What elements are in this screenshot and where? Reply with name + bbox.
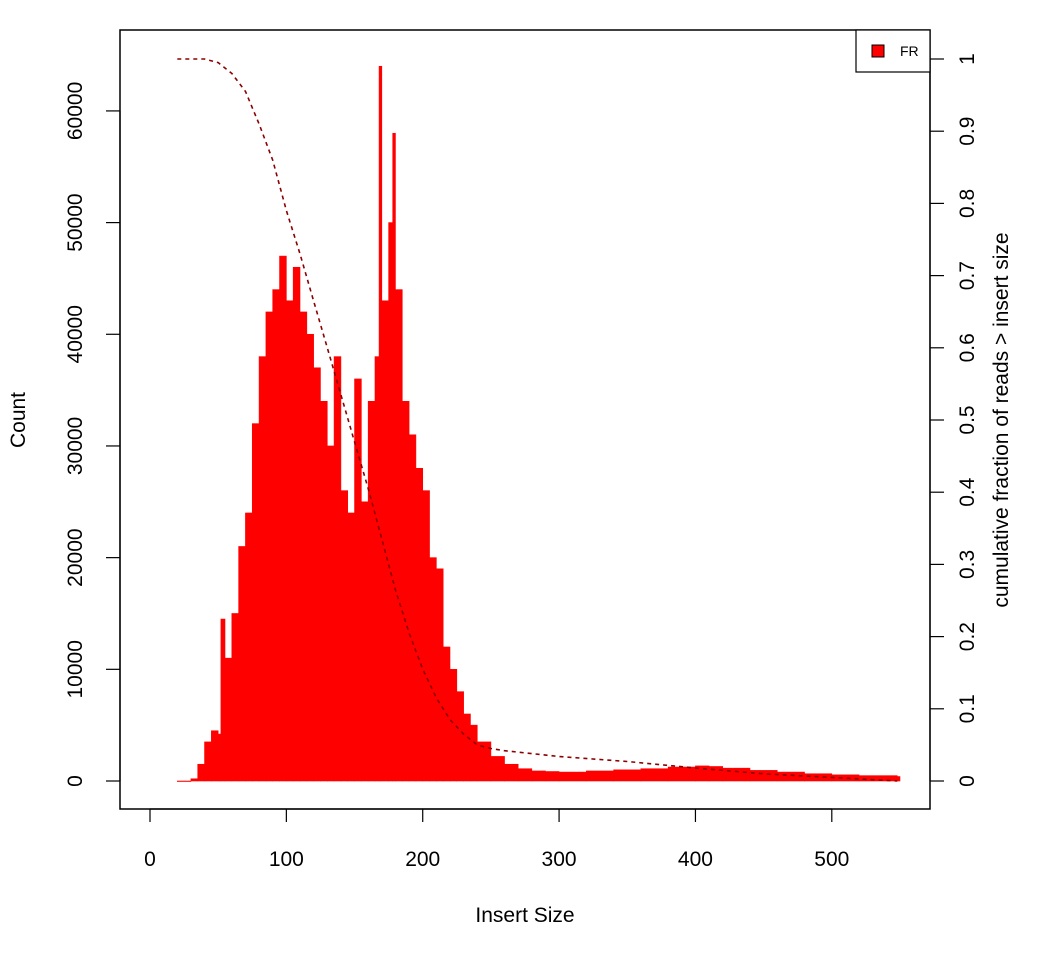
histogram-bar xyxy=(422,490,430,782)
histogram-bar xyxy=(490,756,505,782)
x-tick-label: 500 xyxy=(814,848,849,871)
histogram-bar xyxy=(381,300,389,782)
histogram-bar xyxy=(374,356,380,782)
histogram-bar xyxy=(333,356,342,782)
histogram-bar xyxy=(217,733,222,782)
histogram-bar xyxy=(354,378,362,782)
histogram-bar xyxy=(722,767,751,782)
x-axis-title: Insert Size xyxy=(475,904,574,927)
legend: FR xyxy=(855,29,931,73)
x-axis: 0 100 200 300 400 500 xyxy=(144,808,849,871)
histogram-bar xyxy=(545,771,560,782)
histogram-bar xyxy=(667,766,696,782)
histogram-bar xyxy=(640,768,669,782)
histogram-bar xyxy=(190,778,199,782)
histogram-bar xyxy=(429,557,437,782)
histogram-bar xyxy=(558,771,587,782)
histogram-bar xyxy=(251,423,260,782)
cumulative-line-group xyxy=(177,58,898,782)
histogram-bar xyxy=(388,222,394,782)
y-axis-left-title: Count xyxy=(7,392,30,448)
histogram-bar xyxy=(470,724,478,782)
histogram-bar xyxy=(279,255,287,782)
histogram-bar xyxy=(245,512,253,782)
histogram-bar xyxy=(265,311,274,782)
histogram-bar xyxy=(340,490,349,782)
histogram-bar xyxy=(211,730,219,782)
histogram-bar xyxy=(367,400,376,782)
histogram-bar xyxy=(531,770,546,782)
legend-label-fr: FR xyxy=(900,43,919,59)
y-axis-right: 0 0.1 0.2 0.3 0.4 0.5 0.6 0.7 0.8 0.9 1 xyxy=(929,53,979,787)
histogram-bar xyxy=(306,333,314,782)
histogram-bar xyxy=(320,400,328,782)
histogram-bar xyxy=(204,741,212,782)
y-left-tick-label: 30000 xyxy=(64,417,87,475)
histogram-bar xyxy=(258,356,267,782)
y-right-tick-label: 0.8 xyxy=(956,189,979,218)
histogram-bar xyxy=(449,669,458,782)
y-right-tick-label: 1 xyxy=(956,53,979,65)
y-right-tick-label: 0.2 xyxy=(956,622,979,651)
histogram-bar xyxy=(408,434,417,782)
x-tick-label: 100 xyxy=(269,848,304,871)
y-right-tick-label: 0.4 xyxy=(956,477,979,507)
x-tick-label: 200 xyxy=(405,848,440,871)
y-axis-left: 0 10000 20000 30000 40000 50000 60000 xyxy=(64,82,121,787)
histogram-bar xyxy=(176,780,192,782)
histogram-bar xyxy=(463,713,471,782)
histogram-bar xyxy=(238,546,246,782)
y-left-tick-label: 10000 xyxy=(64,640,87,698)
histogram-bar xyxy=(326,445,335,782)
histogram-bar xyxy=(401,400,410,782)
y-right-tick-label: 0.7 xyxy=(956,261,979,290)
histogram-bar xyxy=(896,776,901,782)
x-tick-label: 0 xyxy=(144,848,156,871)
x-tick-label: 400 xyxy=(678,848,713,871)
histogram-bar xyxy=(504,763,519,782)
histogram-bar xyxy=(586,770,614,782)
histogram-bar xyxy=(347,512,355,782)
y-right-tick-label: 0.3 xyxy=(956,550,979,579)
histogram-bar xyxy=(197,763,205,782)
y-left-tick-label: 0 xyxy=(64,775,87,787)
histogram-bars xyxy=(176,65,901,782)
histogram-bar xyxy=(224,657,233,782)
histogram-bar xyxy=(299,311,308,782)
y-right-tick-label: 0 xyxy=(956,775,979,787)
histogram-bar xyxy=(613,769,642,782)
y-right-tick-label: 0.9 xyxy=(956,117,979,146)
histogram-bar xyxy=(392,132,396,782)
histogram-bar xyxy=(858,775,898,782)
x-tick-label: 300 xyxy=(542,848,577,871)
y-right-tick-label: 0.6 xyxy=(956,333,979,362)
y-left-tick-label: 20000 xyxy=(64,528,87,586)
histogram-bar xyxy=(313,367,321,782)
histogram-bar xyxy=(436,568,444,782)
histogram-bar xyxy=(378,65,383,782)
y-right-tick-label: 0.1 xyxy=(956,694,979,723)
cumulative-fraction-line xyxy=(177,58,898,782)
y-axis-right-title: cumulative fraction of reads > insert si… xyxy=(990,232,1013,607)
histogram-bar xyxy=(220,618,226,782)
legend-swatch-fr xyxy=(871,44,885,58)
legend-box xyxy=(855,29,931,73)
histogram-bar xyxy=(272,289,280,782)
y-right-tick-label: 0.5 xyxy=(956,405,979,434)
histogram-bar xyxy=(456,691,464,782)
histogram-bar xyxy=(517,768,533,782)
y-left-tick-label: 60000 xyxy=(64,82,87,140)
histogram-bar xyxy=(395,289,403,782)
y-left-tick-label: 40000 xyxy=(64,305,87,363)
y-left-tick-label: 50000 xyxy=(64,193,87,251)
histogram-bar xyxy=(286,300,294,782)
histogram-bar xyxy=(231,613,239,782)
histogram-bar xyxy=(292,266,301,782)
histogram-bar xyxy=(361,501,369,782)
histogram-bar xyxy=(749,770,778,782)
histogram-bar xyxy=(415,467,424,782)
